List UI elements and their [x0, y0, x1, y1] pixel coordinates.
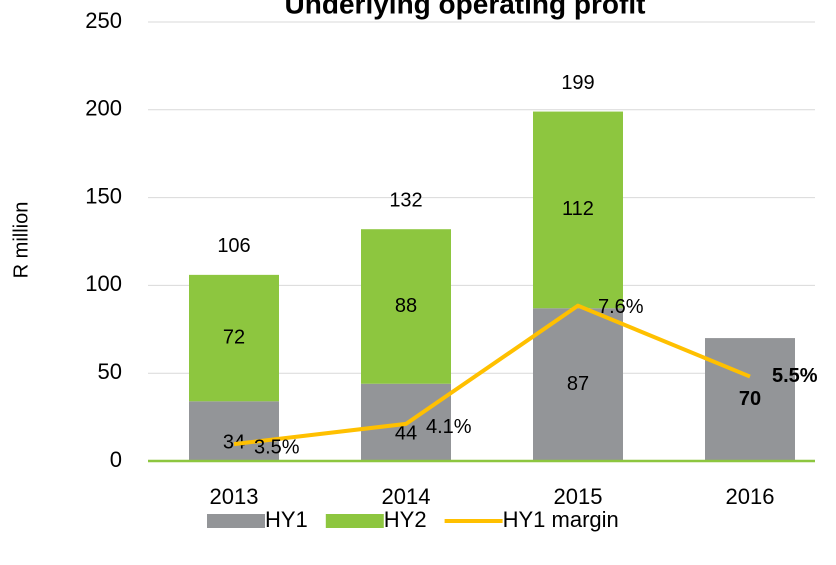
y-tick-label: 0 [110, 447, 122, 472]
bar-segment [189, 401, 279, 461]
y-tick-label: 250 [85, 8, 122, 33]
margin-line [233, 303, 751, 447]
margin-label: 4.1% [426, 416, 472, 438]
bar-value-label: 112 [562, 198, 594, 220]
total-label: 132 [389, 189, 422, 211]
bar-value-label: 44 [395, 423, 417, 445]
legend-label: HY1 margin [503, 507, 619, 532]
chart-title: Underlying operating profit [285, 0, 646, 19]
y-tick-label: 100 [85, 271, 122, 296]
total-label: 199 [561, 72, 594, 94]
bar-segment [361, 229, 451, 384]
bar-value-label: 70 [739, 388, 761, 410]
x-tick-label: 2015 [554, 484, 603, 509]
bar-value-label: 72 [223, 326, 245, 348]
legend-label: HY2 [384, 507, 427, 532]
bar-segment [533, 111, 623, 309]
bar-value-label: 87 [567, 373, 589, 395]
margin-label: 3.5% [254, 436, 300, 458]
x-tick-label: 2013 [210, 484, 259, 509]
y-axis-label: R million [10, 202, 32, 279]
y-tick-label: 50 [98, 359, 122, 384]
bar-segment [705, 338, 795, 461]
legend-label: HY1 [265, 507, 308, 532]
x-tick-label: 2016 [726, 484, 775, 509]
bar-segment [533, 308, 623, 461]
margin-label: 5.5% [772, 365, 818, 387]
y-tick-label: 150 [85, 183, 122, 208]
y-tick-label: 200 [85, 96, 122, 121]
bar-segment [189, 274, 279, 402]
total-label: 106 [217, 235, 250, 257]
legend-swatch [325, 514, 384, 528]
legend-swatch [207, 514, 265, 528]
bar-value-label: 88 [395, 295, 417, 317]
margin-label: 7.6% [598, 296, 644, 318]
x-tick-label: 2014 [382, 484, 431, 509]
